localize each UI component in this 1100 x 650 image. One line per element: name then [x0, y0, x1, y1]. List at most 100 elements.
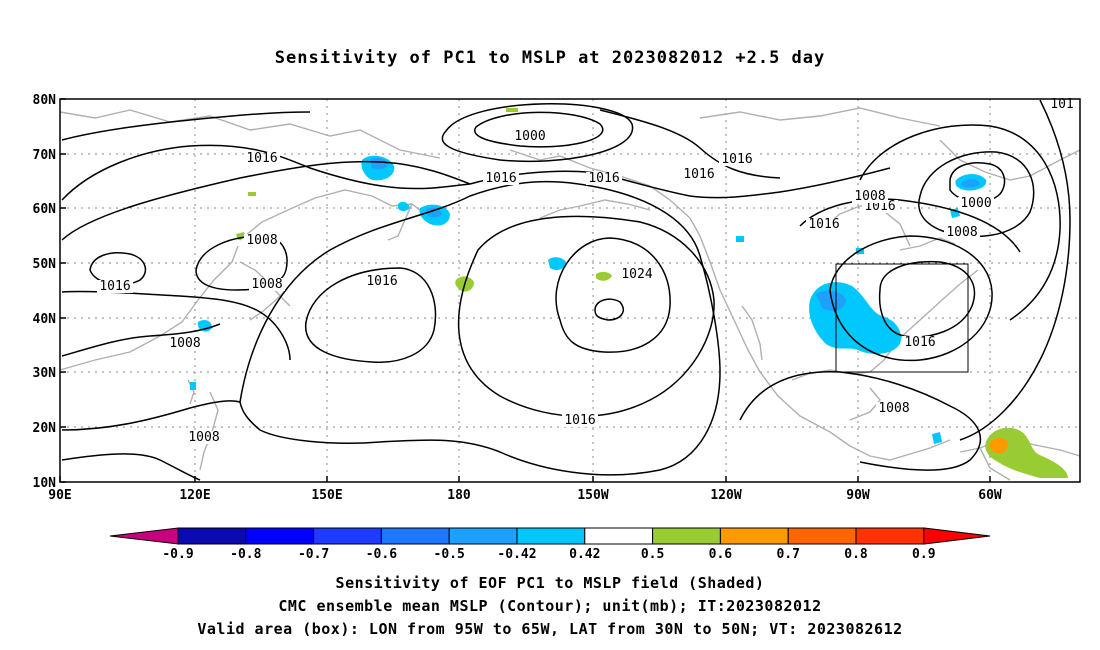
colorbar-segment: [787, 527, 857, 545]
colorbar-label: -0.42: [497, 547, 536, 562]
contour-label-bg: [681, 168, 717, 181]
contour-label-bg: [562, 414, 598, 427]
lat-tick-label: 60N: [33, 202, 57, 217]
chart-title: Sensitivity of PC1 to MSLP at 2023082012…: [274, 48, 826, 68]
sensitivity-patch: [989, 437, 1008, 454]
colorbar-segment: [448, 527, 518, 545]
sensitivity-patch: [398, 201, 410, 211]
contour-label-bg: [1048, 98, 1076, 111]
colorbar-label: 0.8: [844, 547, 868, 562]
lon-tick-label: 90W: [846, 488, 870, 503]
colorbar-segment: [719, 527, 789, 545]
lon-tick-label: 60W: [978, 488, 1002, 503]
sensitivity-patch: [426, 207, 442, 218]
contour-labels: 1000 1016 1016 1016 1016 1016 1016 1008 1016 1008…: [97, 97, 1076, 445]
sensitivity-patch: [736, 236, 744, 242]
contour-label: 1008: [246, 233, 277, 248]
sensitivity-patch: [190, 382, 196, 390]
colorbar-segment: [584, 527, 654, 545]
contour-label-bg: [862, 200, 898, 213]
contour-label: 1016: [721, 152, 752, 167]
contour-label: 1008: [854, 189, 885, 204]
contour-label-bg: [364, 275, 400, 288]
lat-tick-label: 40N: [33, 312, 57, 327]
sensitivity-patch: [962, 179, 980, 188]
contour-label-bg: [876, 402, 912, 415]
lon-tick-label: 90E: [48, 488, 71, 503]
map-frame: [59, 98, 1081, 483]
sensitivity-patch: [816, 290, 846, 311]
lat-tick-label: 70N: [33, 148, 57, 163]
contour-label-bg: [244, 234, 280, 247]
colorbar-segment: [516, 527, 586, 545]
colorbar-segment: [855, 527, 925, 545]
colorbar-label: -0.5: [434, 547, 465, 562]
contour-label-bg: [244, 152, 280, 165]
contour-label: 1016: [485, 171, 516, 186]
caption-line-2: CMC ensemble mean MSLP (Contour); unit(m…: [278, 597, 822, 615]
colorbar-label: 0.42: [569, 547, 600, 562]
lat-tick-label: 10N: [33, 476, 57, 491]
contour-label: 1008: [946, 225, 977, 240]
contour-label: 1000: [960, 196, 991, 211]
colorbar-min-arrow: [109, 527, 179, 545]
contour-label: 101: [1050, 97, 1073, 112]
contour-label-bg: [958, 197, 994, 210]
caption-line-3: Valid area (box): LON from 95W to 65W, L…: [197, 620, 903, 638]
colorbar-segment: [652, 527, 721, 545]
colorbar-label: 0.5: [641, 547, 664, 562]
colorbar: -0.9 -0.8 -0.7 -0.6 -0.5 -0.42 0.42 0.5 0.6 0.7 0.…: [109, 527, 991, 562]
colorbar-segment: [245, 527, 315, 545]
contour-label-bg: [586, 172, 622, 185]
contour-label: 1008: [878, 401, 909, 416]
contour-label: 1000: [514, 129, 545, 144]
lat-tick-label: 50N: [33, 257, 57, 272]
contour-label-bg: [944, 226, 980, 239]
colorbar-max-arrow: [923, 527, 991, 545]
colorbar-segment: [313, 527, 382, 545]
colorbar-label: -0.8: [230, 547, 261, 562]
contour-label-bg: [852, 190, 888, 203]
colorbar-label: 0.7: [776, 547, 799, 562]
colorbar-label: 0.6: [709, 547, 733, 562]
sensitivity-patch: [596, 271, 612, 281]
contour-label-bg: [512, 130, 548, 143]
contour-label-bg: [719, 153, 755, 166]
lon-tick-label: 120E: [179, 488, 210, 503]
sensitivity-patch: [548, 257, 566, 270]
contour-label: 1016: [99, 279, 130, 294]
colorbar-label: 0.9: [912, 547, 935, 562]
sensitivity-patch: [506, 108, 518, 112]
lat-tick-label: 20N: [33, 421, 57, 436]
valid-area-box: [835, 263, 969, 373]
contour-label-bg: [249, 278, 285, 291]
lon-tick-label: 180: [447, 488, 471, 503]
contour-label-bg: [97, 280, 133, 293]
contour-label: 1016: [904, 335, 935, 350]
lon-tick-label: 150E: [311, 488, 342, 503]
contour-label-bg: [902, 336, 938, 349]
map-axes: 90E 120E 150E 180 150W 120W 90W 60W 80N 70N 60N 50N…: [33, 93, 1002, 503]
contour-label: 1016: [564, 413, 595, 428]
contour-label: 1008: [188, 430, 219, 445]
contour-label: 1016: [588, 171, 619, 186]
lat-tick-label: 30N: [33, 366, 57, 381]
contour-label: 1008: [251, 277, 282, 292]
contour-label-bg: [483, 172, 519, 185]
sensitivity-patch: [932, 432, 942, 444]
sensitivity-patch: [248, 192, 256, 196]
contour-label: 1024: [621, 267, 652, 282]
contour-label: 1016: [683, 167, 714, 182]
contour-label-bg: [619, 268, 655, 281]
colorbar-segment: [380, 527, 450, 545]
caption-line-1: Sensitivity of EOF PC1 to MSLP field (Sh…: [335, 574, 765, 592]
lon-tick-label: 120W: [710, 488, 741, 503]
colorbar-segment: [177, 527, 247, 545]
lon-tick-label: 150W: [577, 488, 608, 503]
contour-label: 1016: [366, 274, 397, 289]
colorbar-label: -0.9: [162, 547, 193, 562]
lat-tick-label: 80N: [33, 93, 57, 108]
colorbar-label: -0.6: [366, 547, 397, 562]
sensitivity-patch: [370, 157, 388, 170]
